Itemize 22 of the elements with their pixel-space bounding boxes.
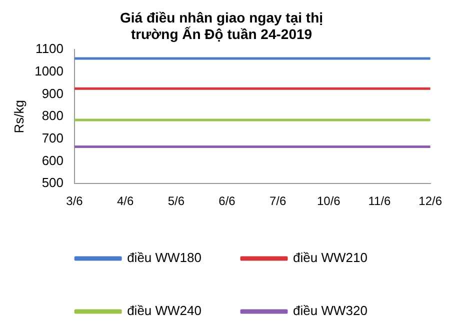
- y-tick-label: 1100: [36, 41, 64, 56]
- legend-label: điều WW240: [127, 303, 202, 318]
- y-tick-label: 500: [42, 175, 64, 190]
- legend-label: điều WW210: [293, 250, 368, 266]
- x-tick-label: 5/6: [168, 194, 185, 208]
- text: trường Ấn Độ tuần 24-2019: [130, 26, 312, 42]
- legend-label: điều WW180: [127, 250, 202, 266]
- x-tick-label: 12/6: [418, 194, 442, 208]
- x-tick-label: 6/6: [218, 194, 236, 208]
- x-tick-label: 11/6: [368, 194, 392, 208]
- x-tick-label: 10/6: [316, 194, 341, 208]
- y-tick-label: 700: [42, 130, 64, 146]
- text: Giá điều nhân giao ngay tại thị: [120, 9, 324, 26]
- y-tick-label: 800: [42, 108, 64, 124]
- y-tick-label: 1000: [34, 64, 64, 79]
- x-tick-label: 3/6: [66, 194, 84, 208]
- y-axis-title: Rs/kg: [11, 100, 26, 134]
- x-tick-label: 7/6: [269, 194, 286, 208]
- y-tick-label: 600: [42, 152, 64, 168]
- legend-label: điều WW320: [293, 303, 368, 318]
- x-tick-label: 4/6: [117, 194, 134, 208]
- y-tick-label: 900: [42, 86, 64, 101]
